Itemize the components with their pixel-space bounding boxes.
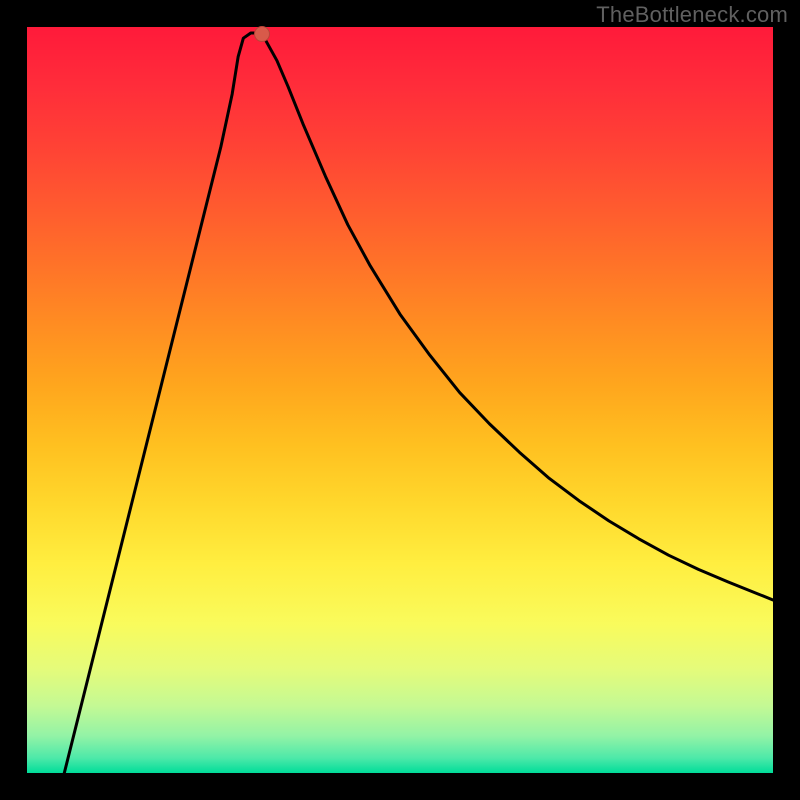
bottleneck-curve bbox=[64, 33, 773, 773]
plot-area bbox=[27, 27, 773, 773]
watermark-text: TheBottleneck.com bbox=[596, 2, 788, 28]
curve-layer bbox=[27, 27, 773, 773]
chart-frame: TheBottleneck.com bbox=[0, 0, 800, 800]
minimum-marker bbox=[254, 26, 270, 42]
